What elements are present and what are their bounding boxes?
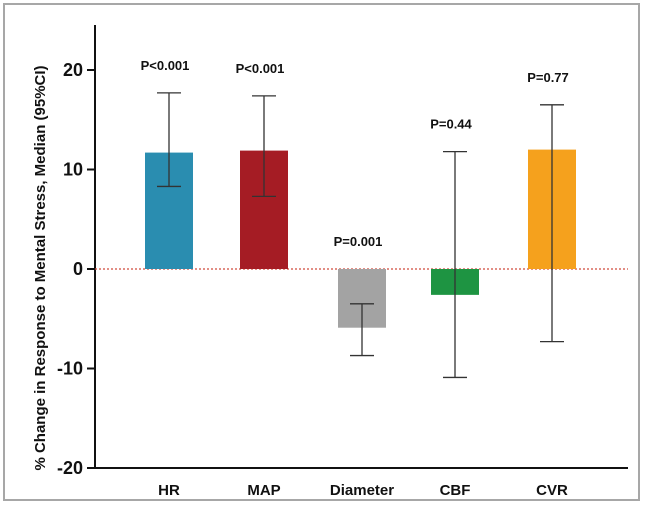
y-tick-label: -20	[57, 458, 83, 478]
y-tick-label: -10	[57, 359, 83, 379]
y-axis-label: % Change in Response to Mental Stress, M…	[32, 65, 49, 470]
axes: -20 -10 0 10 20	[57, 25, 628, 478]
x-tick-label: MAP	[247, 482, 280, 499]
p-value-label: P=0.44	[430, 117, 472, 132]
y-tick-label: 20	[63, 60, 83, 80]
p-value-label: P=0.77	[527, 70, 569, 85]
x-tick-label: Diameter	[330, 482, 394, 499]
p-value-label: P<0.001	[141, 58, 190, 73]
x-tick-label: CBF	[440, 482, 471, 499]
y-tick-label: 0	[73, 259, 83, 279]
p-value-label: P=0.001	[334, 234, 383, 249]
x-tick-label: CVR	[536, 482, 568, 499]
y-tick-label: 10	[63, 160, 83, 180]
x-tick-label: HR	[158, 482, 180, 499]
p-value-label: P<0.001	[236, 61, 285, 76]
labels: HR P<0.001 MAP P<0.001 Diameter P=0.001 CBF P=0…	[141, 58, 569, 499]
error-bars	[157, 92, 564, 379]
